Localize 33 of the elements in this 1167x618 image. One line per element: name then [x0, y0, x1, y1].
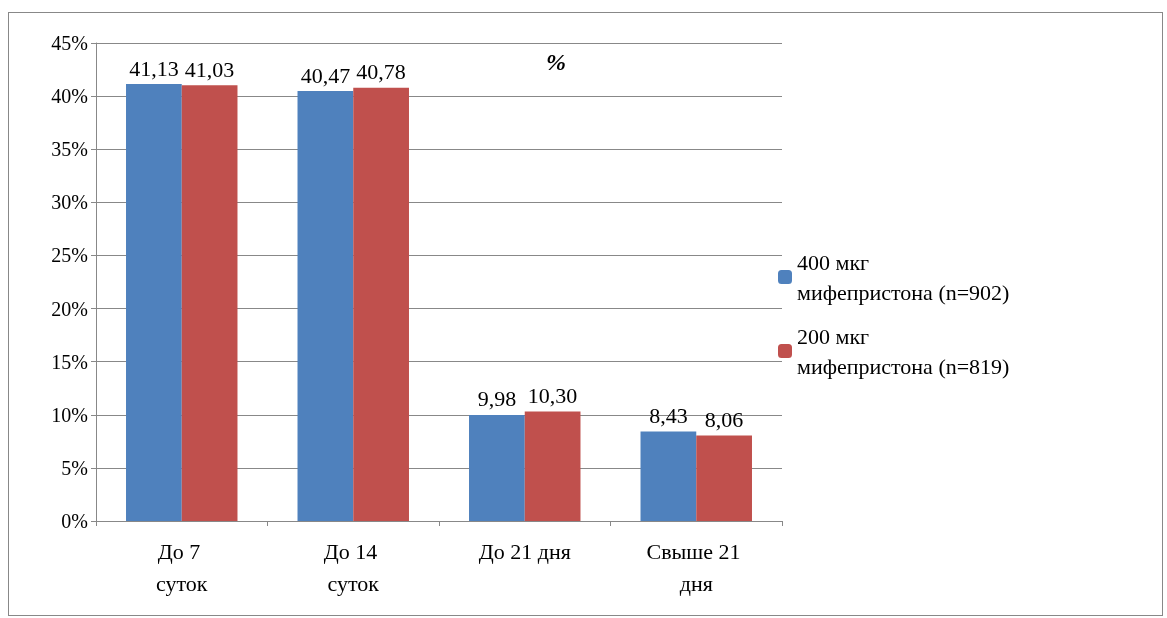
- y-tick-label: 40%: [51, 85, 88, 108]
- bar: [640, 431, 697, 521]
- data-label: 10,30: [527, 383, 578, 409]
- bar: [469, 414, 525, 521]
- data-label: 8,43: [649, 402, 688, 428]
- x-tick-label: Свыше 21 дня: [646, 538, 747, 596]
- bar: [297, 91, 354, 521]
- data-label: 9,98: [477, 386, 517, 412]
- y-tick-label: 45%: [51, 32, 88, 54]
- y-tick-label: 0%: [61, 510, 88, 532]
- x-tick-label: До 7 суток: [156, 538, 208, 596]
- y-tick-label: 5%: [61, 456, 88, 479]
- y-tick-label: 25%: [51, 244, 88, 267]
- y-tick-label: 35%: [51, 138, 88, 161]
- bar: [696, 435, 752, 521]
- x-tick-label: До 14 суток: [323, 538, 383, 596]
- data-label: 40,78: [356, 59, 406, 85]
- data-label: 41,13: [129, 55, 179, 81]
- bar: [181, 85, 238, 521]
- chart-title: %: [546, 49, 566, 75]
- bar: [353, 87, 409, 521]
- legend-label: 200 мкг мифепристона (n=819): [797, 323, 1010, 379]
- bar: [524, 411, 581, 521]
- bar: [126, 84, 182, 521]
- x-tick-label: До 21 дня: [478, 538, 571, 564]
- y-tick-label: 20%: [51, 297, 88, 320]
- y-tick-label: 10%: [51, 403, 88, 426]
- data-label: 41,03: [184, 56, 235, 82]
- data-label: 8,06: [704, 406, 744, 432]
- legend-label: 400 мкг мифепристона (n=902): [797, 249, 1010, 305]
- y-tick-label: 30%: [51, 191, 88, 214]
- y-tick-label: 15%: [51, 350, 88, 373]
- data-label: 40,47: [300, 62, 351, 88]
